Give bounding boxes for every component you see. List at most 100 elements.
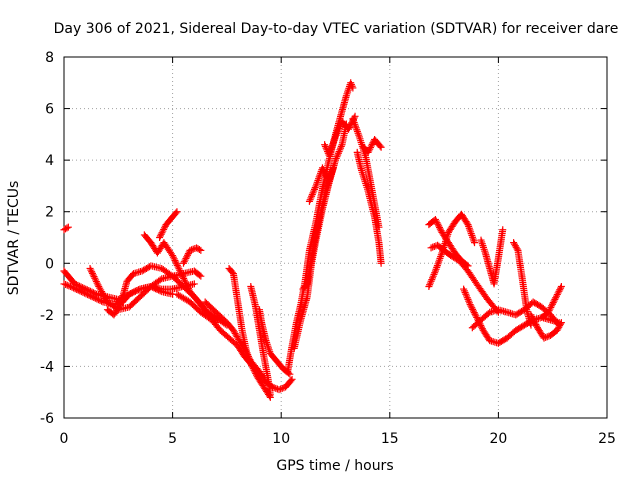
data-point [427, 277, 435, 285]
y-tick-label: -2 [40, 308, 54, 324]
data-point [197, 272, 205, 280]
data-point [176, 266, 184, 274]
data-point [529, 316, 537, 324]
data-point [177, 270, 185, 278]
data-point [463, 294, 471, 302]
data-point [433, 219, 441, 227]
data-point [77, 288, 85, 296]
data-point [540, 334, 548, 342]
data-point [531, 319, 539, 327]
data-point [305, 197, 313, 205]
data-point [345, 125, 353, 133]
data-point [367, 144, 375, 152]
data-point [181, 256, 189, 264]
series-arc-28 [510, 239, 535, 329]
series-arc-20 [353, 148, 385, 267]
data-point [548, 300, 556, 308]
data-point [554, 289, 562, 297]
data-point [80, 289, 88, 297]
data-point [248, 361, 256, 369]
data-point [557, 319, 565, 327]
data-point [228, 268, 236, 276]
x-tick-label: 15 [381, 431, 399, 447]
data-point [332, 131, 340, 139]
data-point [464, 295, 472, 303]
data-points [60, 79, 565, 401]
plot-frame [63, 56, 608, 419]
data-point [557, 284, 565, 292]
x-tick-label: 25 [598, 431, 616, 447]
data-point [159, 227, 167, 235]
data-point [272, 384, 280, 392]
x-tick-label: 20 [489, 431, 507, 447]
data-point [156, 287, 164, 295]
data-point [89, 271, 97, 279]
data-point [155, 286, 163, 294]
data-point [68, 283, 76, 291]
data-point [270, 384, 278, 392]
y-tick-label: -4 [40, 359, 54, 375]
data-point [336, 146, 344, 154]
data-point [550, 297, 558, 305]
data-point [173, 261, 181, 269]
data-point [63, 224, 71, 232]
data-point [499, 226, 507, 234]
series-arc-12 [247, 282, 274, 399]
data-point [546, 305, 554, 313]
data-point [513, 245, 521, 253]
data-point [532, 321, 540, 329]
series-arc-22 [425, 215, 472, 270]
data-point [158, 229, 166, 237]
data-point [469, 305, 477, 313]
data-point [337, 144, 345, 152]
data-point [178, 271, 186, 279]
data-point [249, 365, 257, 373]
data-point [248, 363, 256, 371]
data-point [84, 291, 92, 299]
data-point [347, 79, 355, 87]
data-point [428, 276, 436, 284]
data-point [184, 250, 192, 258]
data-point [184, 284, 192, 292]
data-point [70, 284, 78, 292]
data-point [552, 294, 560, 302]
data-point [527, 311, 535, 319]
data-point [332, 156, 339, 164]
data-point [334, 149, 342, 157]
data-point [92, 276, 100, 284]
data-point [465, 297, 473, 305]
data-point [181, 278, 189, 286]
series-arc-7 [156, 208, 181, 241]
data-point [436, 225, 444, 233]
data-point [463, 219, 471, 227]
data-point [127, 289, 135, 297]
data-point [64, 223, 72, 231]
data-point [308, 192, 316, 200]
data-point [429, 243, 437, 251]
data-point [197, 246, 205, 254]
data-point [190, 280, 198, 288]
data-point [65, 282, 73, 290]
data-point [90, 294, 98, 302]
data-point [98, 297, 106, 305]
data-point [376, 142, 384, 150]
data-point [463, 292, 471, 300]
data-point [169, 253, 177, 261]
data-point [467, 302, 475, 310]
data-point [195, 246, 203, 254]
data-point [557, 282, 565, 290]
data-point [307, 194, 315, 202]
data-point [377, 259, 385, 267]
y-tick-label: 2 [45, 205, 54, 221]
data-point [471, 239, 479, 247]
data-point [549, 299, 557, 307]
data-point [529, 314, 537, 322]
data-point [426, 281, 434, 289]
data-point [182, 254, 190, 262]
data-point [180, 276, 188, 284]
data-point [130, 288, 138, 296]
data-point [530, 317, 538, 325]
data-point [349, 84, 357, 92]
data-point [169, 252, 177, 260]
